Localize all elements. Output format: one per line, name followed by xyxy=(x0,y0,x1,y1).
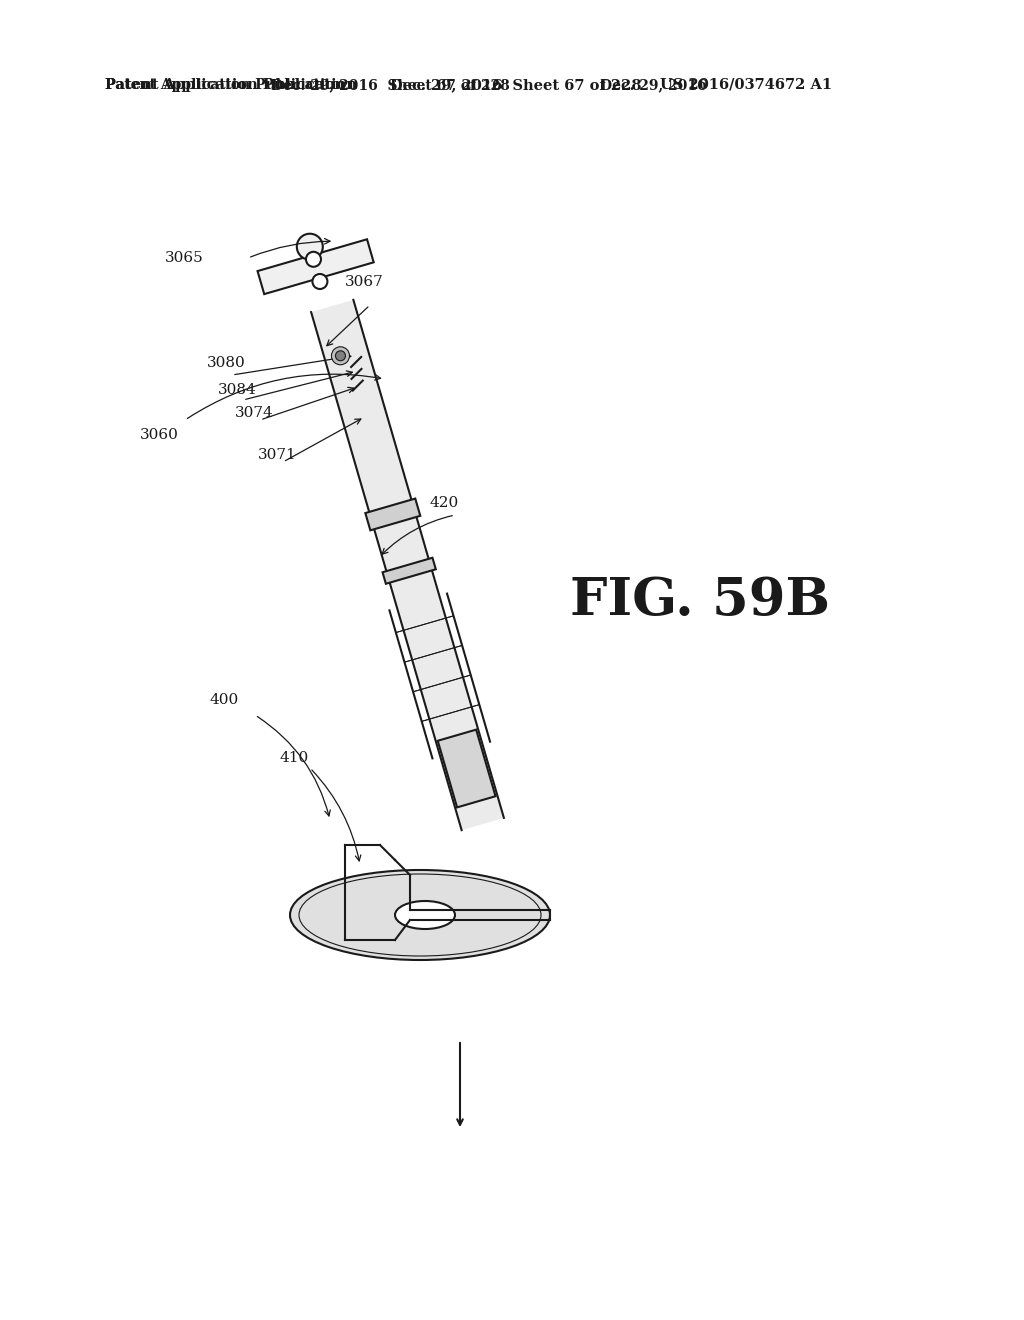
Text: Patent Application Publication: Patent Application Publication xyxy=(105,78,357,92)
Ellipse shape xyxy=(290,870,550,960)
Text: Dec. 29, 2016  Sheet 67 of 228: Dec. 29, 2016 Sheet 67 of 228 xyxy=(390,78,641,92)
Text: Dec. 29, 2016: Dec. 29, 2016 xyxy=(600,78,707,92)
Text: 3060: 3060 xyxy=(140,428,179,442)
Text: 3065: 3065 xyxy=(165,251,204,265)
Text: 410: 410 xyxy=(280,751,309,766)
Text: 400: 400 xyxy=(210,693,240,708)
Text: Patent Application Publication: Patent Application Publication xyxy=(105,78,345,92)
Text: US 2016/0374672 A1: US 2016/0374672 A1 xyxy=(660,78,833,92)
Ellipse shape xyxy=(297,234,323,260)
Text: 3080: 3080 xyxy=(207,356,246,370)
Polygon shape xyxy=(437,730,496,808)
Text: 420: 420 xyxy=(430,496,459,510)
Ellipse shape xyxy=(332,347,349,364)
Text: Dec. 29, 2016  Sheet 67 of 228: Dec. 29, 2016 Sheet 67 of 228 xyxy=(270,78,509,92)
Polygon shape xyxy=(258,239,374,294)
Ellipse shape xyxy=(312,275,328,289)
Ellipse shape xyxy=(336,351,345,360)
Ellipse shape xyxy=(395,902,455,929)
Text: 3084: 3084 xyxy=(218,383,257,397)
Ellipse shape xyxy=(306,252,321,267)
Text: 3074: 3074 xyxy=(234,407,273,420)
Text: 3071: 3071 xyxy=(258,447,297,462)
Polygon shape xyxy=(366,499,420,531)
Text: FIG. 59B: FIG. 59B xyxy=(570,574,830,626)
Polygon shape xyxy=(311,300,504,830)
Text: 3067: 3067 xyxy=(345,275,384,289)
Polygon shape xyxy=(383,558,436,583)
